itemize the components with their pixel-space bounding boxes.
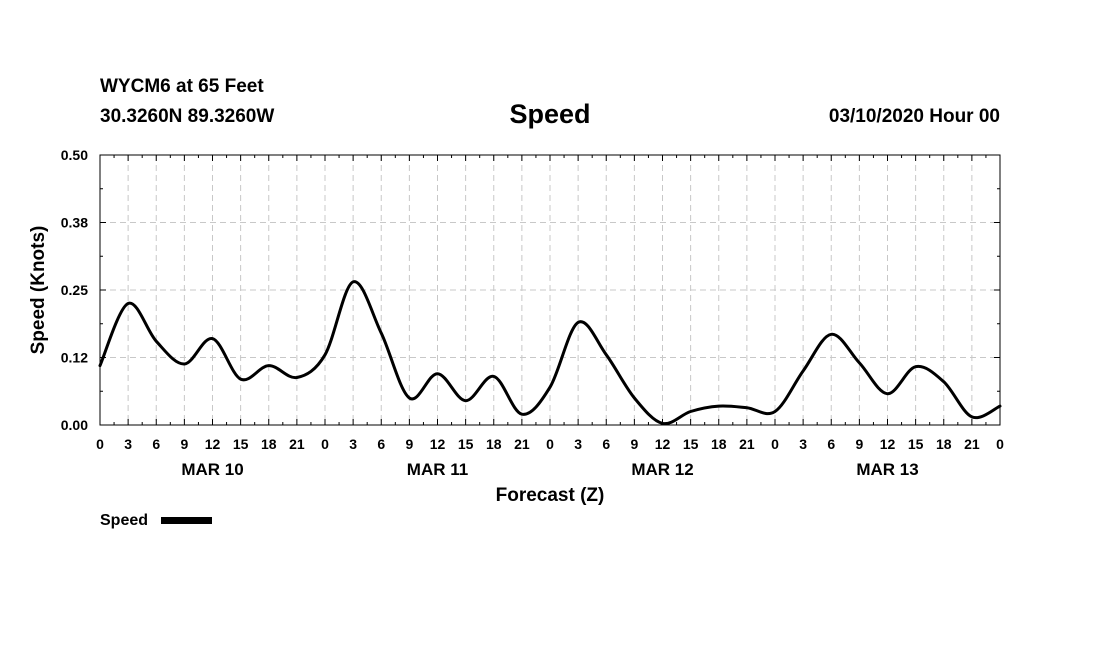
y-tick-label: 0.00 [61, 417, 88, 433]
x-tick-label: 3 [574, 436, 582, 452]
day-label: MAR 13 [856, 460, 918, 479]
x-tick-label: 6 [827, 436, 835, 452]
day-label: MAR 10 [181, 460, 243, 479]
x-tick-label: 6 [602, 436, 610, 452]
x-tick-label: 0 [321, 436, 329, 452]
chart-title: Speed [509, 99, 591, 129]
x-tick-label: 9 [630, 436, 638, 452]
x-tick-label: 3 [124, 436, 132, 452]
x-tick-label: 18 [261, 436, 277, 452]
x-tick-label: 9 [180, 436, 188, 452]
day-label: MAR 12 [631, 460, 693, 479]
x-tick-label: 9 [855, 436, 863, 452]
forecast-datetime: 03/10/2020 Hour 00 [828, 106, 1000, 127]
x-tick-label: 6 [152, 436, 160, 452]
coordinates-label: 30.3260N 89.3260W [100, 106, 275, 127]
legend-label: Speed [100, 512, 148, 529]
x-axis-title: Forecast (Z) [496, 485, 605, 506]
x-tick-label: 12 [880, 436, 896, 452]
x-tick-label: 21 [514, 436, 530, 452]
x-tick-label: 21 [289, 436, 305, 452]
x-tick-label: 0 [771, 436, 779, 452]
legend-swatch [161, 517, 212, 524]
y-tick-label: 0.12 [61, 350, 88, 366]
x-tick-label: 18 [486, 436, 502, 452]
x-tick-label: 0 [546, 436, 554, 452]
x-tick-label: 3 [349, 436, 357, 452]
labels: 0 3 6 9 12 15 18 21 0 3 6 9 12 15 18 21 0 3 6 9 12 15 18 21 0 3 6 9… [28, 147, 1004, 529]
x-tick-label: 15 [458, 436, 474, 452]
x-tick-label: 0 [996, 436, 1004, 452]
station-label: WYCM6 at 65 Feet [100, 76, 264, 97]
x-tick-label: 12 [430, 436, 446, 452]
x-tick-label: 12 [655, 436, 671, 452]
x-tick-label: 15 [233, 436, 249, 452]
x-tick-label: 21 [964, 436, 980, 452]
x-tick-label: 18 [936, 436, 952, 452]
x-tick-label: 6 [377, 436, 385, 452]
x-tick-label: 12 [205, 436, 221, 452]
x-tick-label: 15 [683, 436, 699, 452]
y-tick-label: 0.25 [61, 282, 88, 298]
x-tick-label: 18 [711, 436, 727, 452]
x-tick-label: 15 [908, 436, 924, 452]
x-tick-label: 21 [739, 436, 755, 452]
x-tick-label: 3 [799, 436, 807, 452]
y-tick-label: 0.38 [61, 215, 88, 231]
y-tick-label: 0.50 [61, 147, 88, 163]
speed-series-line [98, 280, 1002, 426]
x-tick-label: 9 [405, 436, 413, 452]
day-label: MAR 11 [407, 460, 468, 479]
x-tick-label: 0 [96, 436, 104, 452]
y-axis-title: Speed (Knots) [28, 226, 49, 355]
